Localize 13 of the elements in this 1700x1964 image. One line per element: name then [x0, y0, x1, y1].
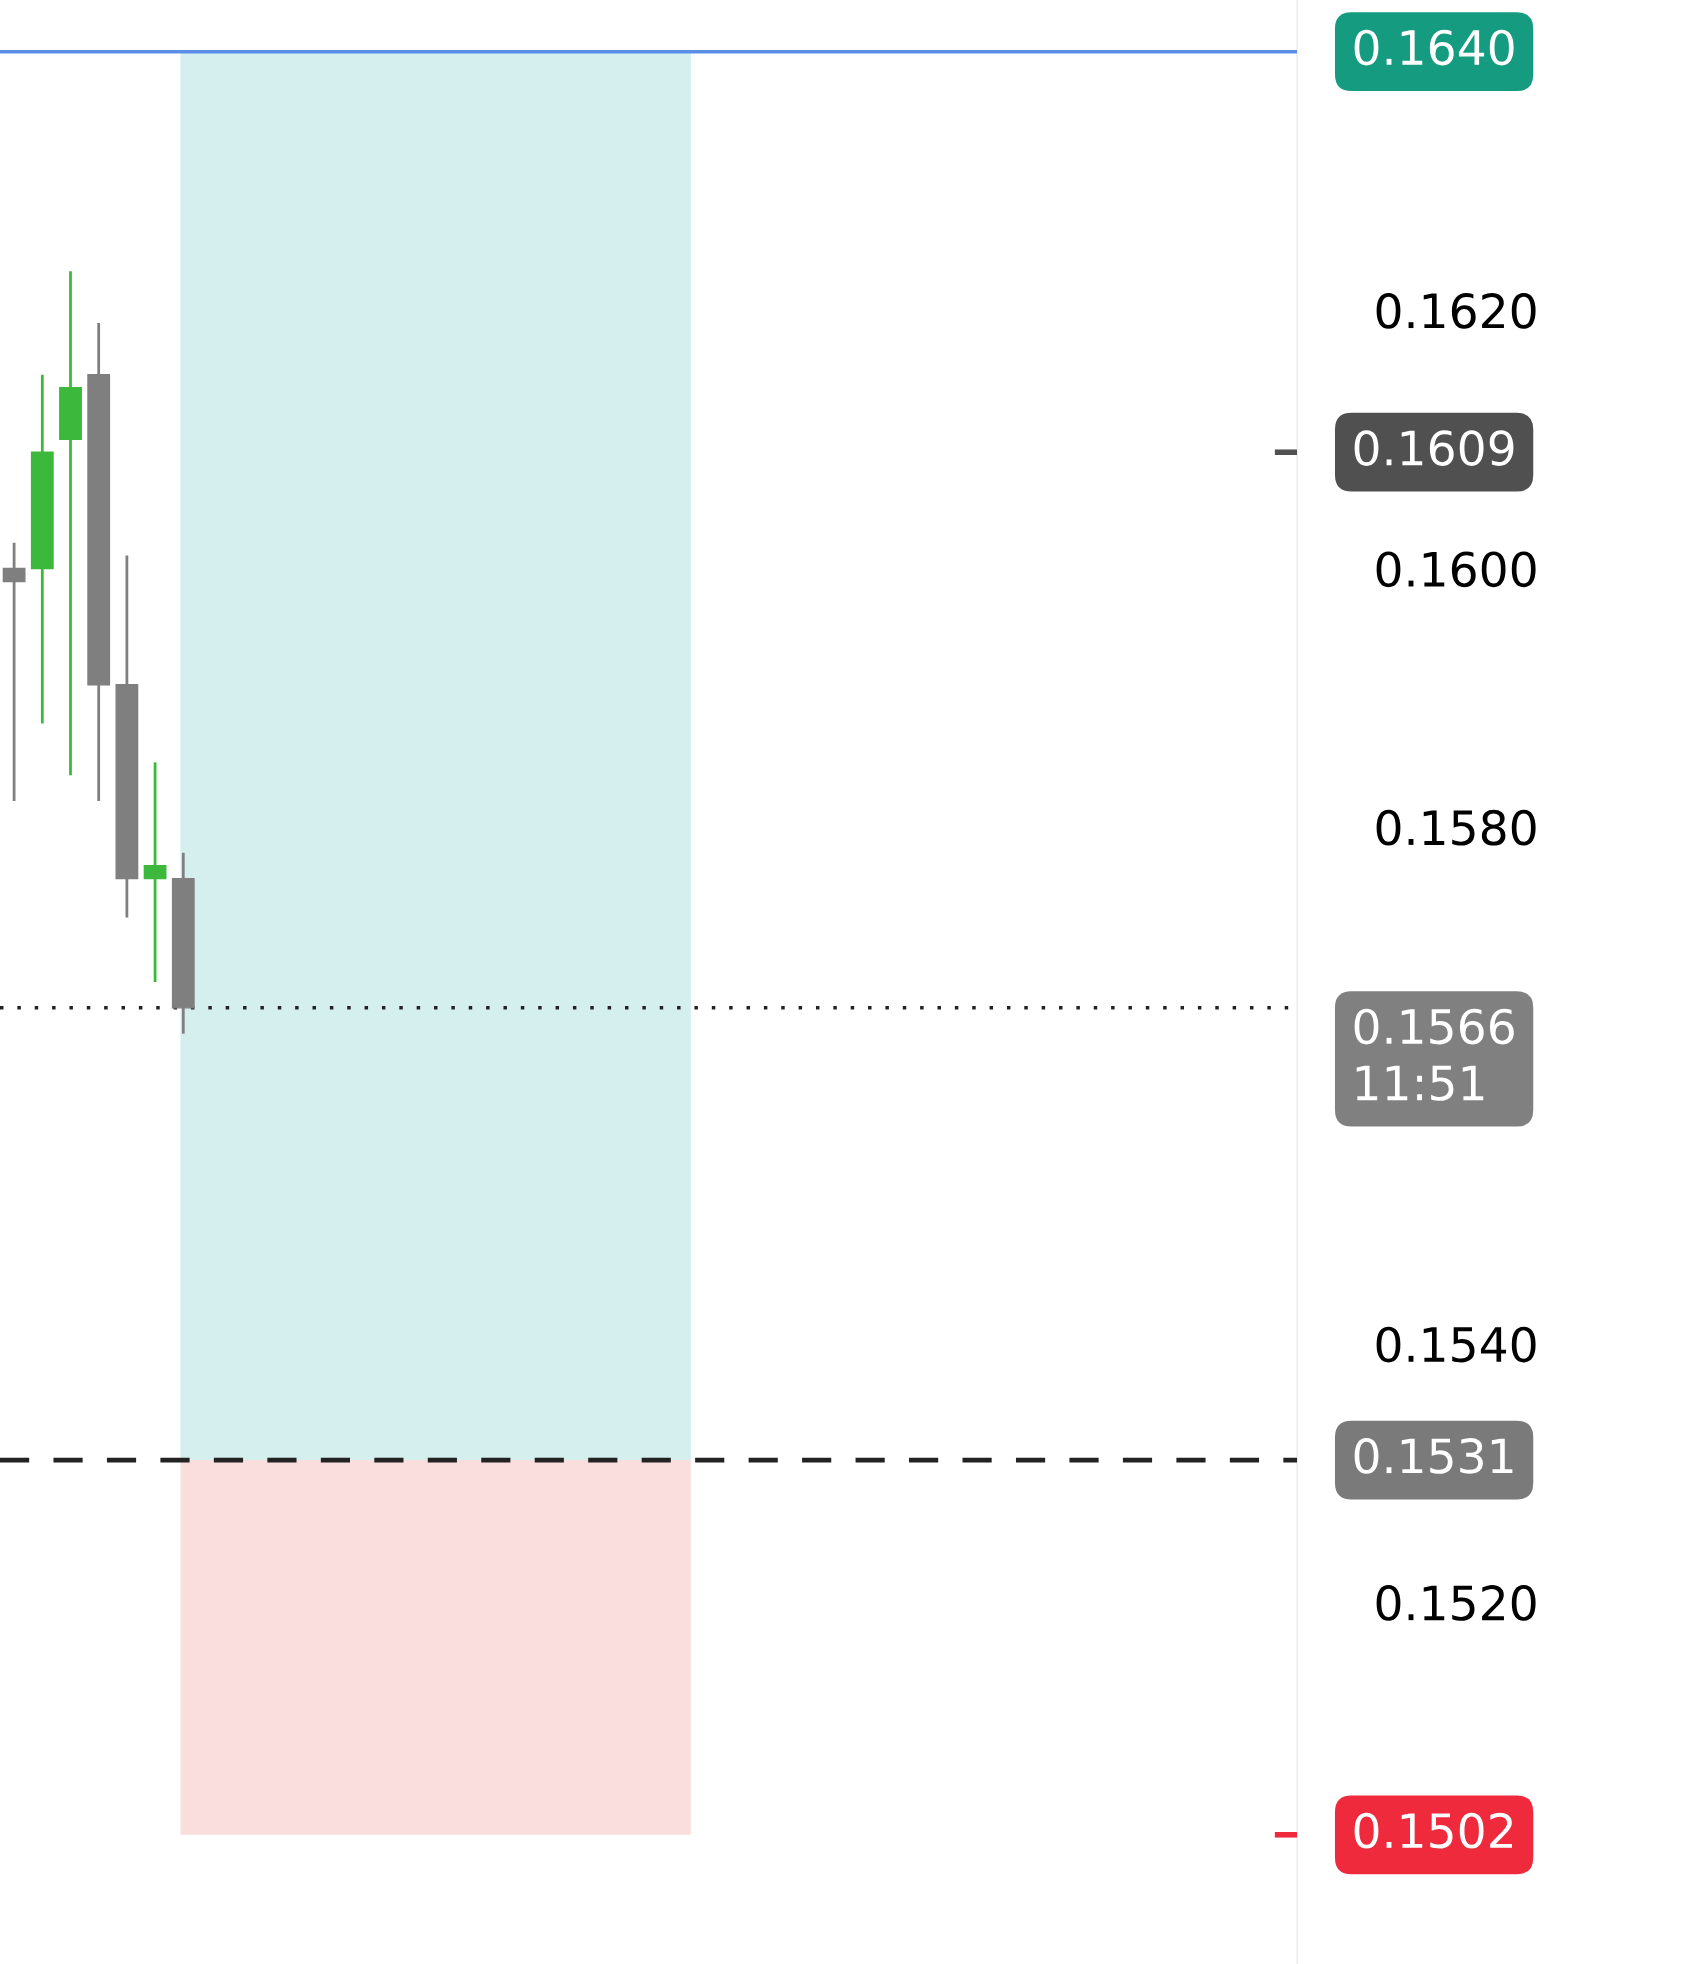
- candlestick: [143, 760, 167, 984]
- ref-line-label: 0.1640: [1354, 29, 1514, 66]
- y-tick-label: 0.1620: [1376, 293, 1536, 329]
- candlestick: [2, 541, 26, 803]
- ref-line-label: 0.1566 11:51: [1354, 1008, 1514, 1101]
- ref-line-label: 0.1502: [1354, 1812, 1512, 1849]
- y-tick-label: 0.1600: [1376, 551, 1536, 588]
- y-tick-label: 0.1580: [1376, 809, 1536, 846]
- y-tick-label: 0.1520: [1376, 1585, 1536, 1621]
- ref-line-label: 0.1609: [1354, 430, 1514, 466]
- y-tick-label: 0.1540: [1376, 1326, 1536, 1363]
- candlestick: [59, 269, 82, 777]
- ref-line-label: 0.1531: [1354, 1438, 1513, 1474]
